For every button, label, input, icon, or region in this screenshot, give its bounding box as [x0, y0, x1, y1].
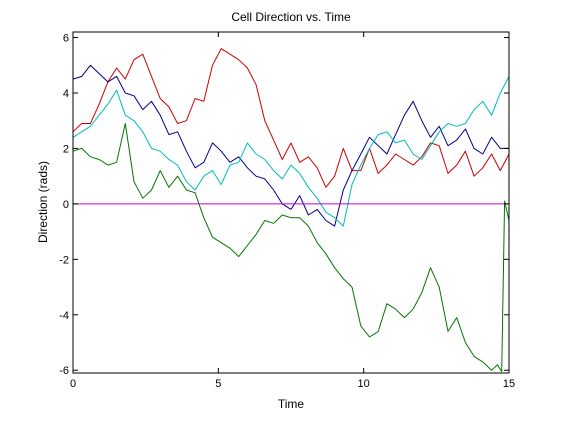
- series-line-4: [72, 123, 510, 373]
- y-axis-title: Direction (rads): [36, 161, 50, 243]
- y-tick-label: 4: [63, 88, 69, 100]
- y-tick-label: 2: [63, 143, 69, 155]
- y-axis: -6 -4 -2 0 2 4 6: [59, 33, 509, 377]
- y-tick-label: 6: [63, 33, 69, 45]
- series-line-1: [72, 48, 510, 188]
- y-tick-label: -2: [59, 254, 69, 266]
- x-tick-label: 0: [70, 378, 76, 390]
- y-tick-label: 0: [63, 199, 69, 211]
- y-tick-label: -6: [59, 365, 69, 377]
- plot-frame: [72, 31, 510, 374]
- x-tick-label: 10: [358, 378, 370, 390]
- y-tick-label: -4: [59, 310, 69, 322]
- x-axis-title: Time: [278, 397, 305, 411]
- chart-title: Cell Direction vs. Time: [231, 10, 351, 24]
- x-tick-label: 15: [503, 378, 515, 390]
- series-line-3: [72, 76, 510, 227]
- x-axis: 0 5 10 15: [70, 32, 515, 390]
- plot-background: [73, 32, 509, 373]
- x-tick-label: 5: [215, 378, 221, 390]
- series-line-2: [72, 64, 509, 227]
- series-layer: [72, 48, 510, 373]
